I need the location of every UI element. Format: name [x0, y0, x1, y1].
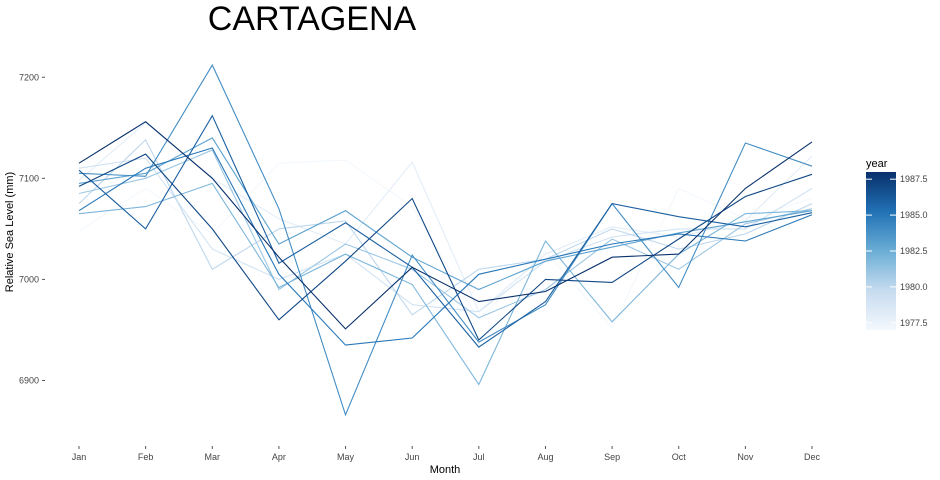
x-tick-label: Mar: [205, 452, 221, 462]
y-tick-label: 6900: [19, 375, 39, 385]
legend-title: year: [866, 158, 888, 170]
legend-tick-label: 1980.0: [900, 282, 928, 292]
series-line-1987: [78, 153, 813, 341]
color-legend: year 1977.5 1980.0 1982.5 1985.0 1987.5: [866, 158, 928, 330]
series-line-1986: [78, 114, 813, 348]
chart-title: CARTAGENA: [208, 0, 417, 38]
x-tick-label: Oct: [672, 452, 687, 462]
x-tick-label: May: [337, 452, 355, 462]
x-tick-label: Feb: [138, 452, 154, 462]
y-tick-label: 7100: [19, 173, 39, 183]
series-line-1982: [78, 182, 813, 386]
legend-tick-label: 1985.0: [900, 210, 928, 220]
series-line-1988: [78, 121, 813, 330]
x-tick-label: Sep: [604, 452, 620, 462]
x-tick-label: Jun: [405, 452, 420, 462]
series-line-1985: [78, 147, 813, 346]
x-tick-label: Jan: [72, 452, 87, 462]
series-line-1977: [78, 159, 813, 329]
series-line-1981: [78, 149, 813, 319]
y-axis: 6900 7000 7100 7200: [19, 72, 45, 385]
x-axis-label: Month: [430, 464, 461, 476]
x-tick-label: Dec: [804, 452, 821, 462]
y-axis-label: Relative Sea Level (mm): [4, 172, 16, 292]
x-tick-label: Apr: [272, 452, 286, 462]
series-line-1984: [78, 63, 813, 417]
y-tick-label: 7200: [19, 72, 39, 82]
series-line-1983: [78, 137, 813, 291]
legend-tick-label: 1982.5: [900, 246, 928, 256]
series-line-1979: [78, 157, 813, 313]
x-axis: Jan Feb Mar Apr May Jun Jul Aug Sep Oct Nov Dec: [72, 446, 821, 462]
colorbar-ticks: 1977.5 1980.0 1982.5 1985.0 1987.5: [866, 174, 928, 328]
x-tick-label: Nov: [737, 452, 754, 462]
series-lines: [78, 63, 813, 417]
y-tick-label: 7000: [19, 274, 39, 284]
x-tick-label: Jul: [473, 452, 485, 462]
x-tick-label: Aug: [537, 452, 553, 462]
legend-tick-label: 1987.5: [900, 174, 928, 184]
series-line-1980: [78, 138, 813, 316]
legend-tick-label: 1977.5: [900, 318, 928, 328]
